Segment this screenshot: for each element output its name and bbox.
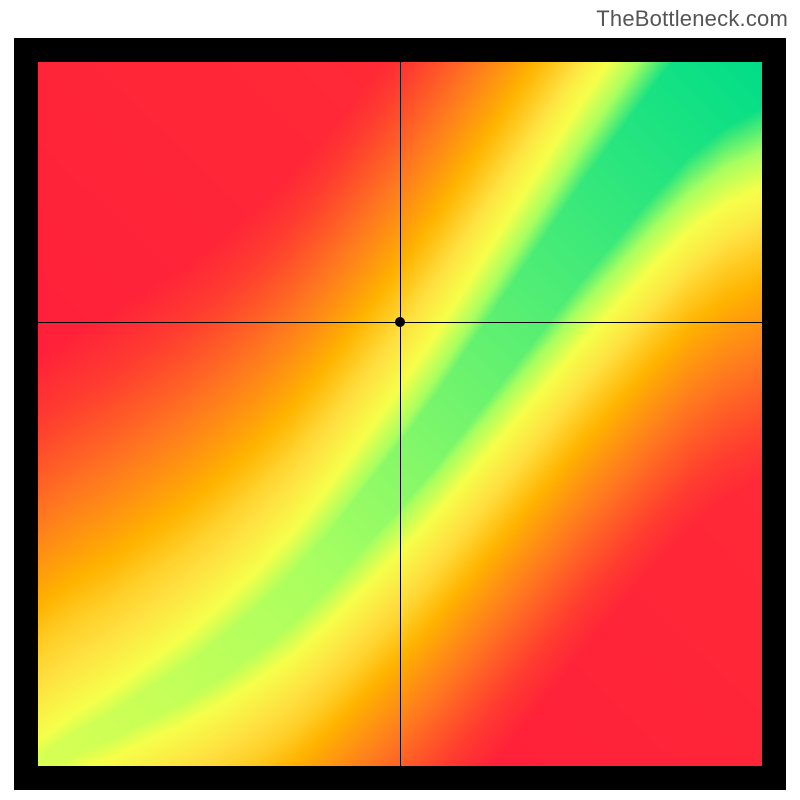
crosshair-vertical	[400, 62, 401, 766]
chart-frame	[14, 38, 786, 790]
crosshair-dot	[395, 317, 405, 327]
attribution-text: TheBottleneck.com	[596, 6, 788, 32]
chart-area	[38, 62, 762, 766]
